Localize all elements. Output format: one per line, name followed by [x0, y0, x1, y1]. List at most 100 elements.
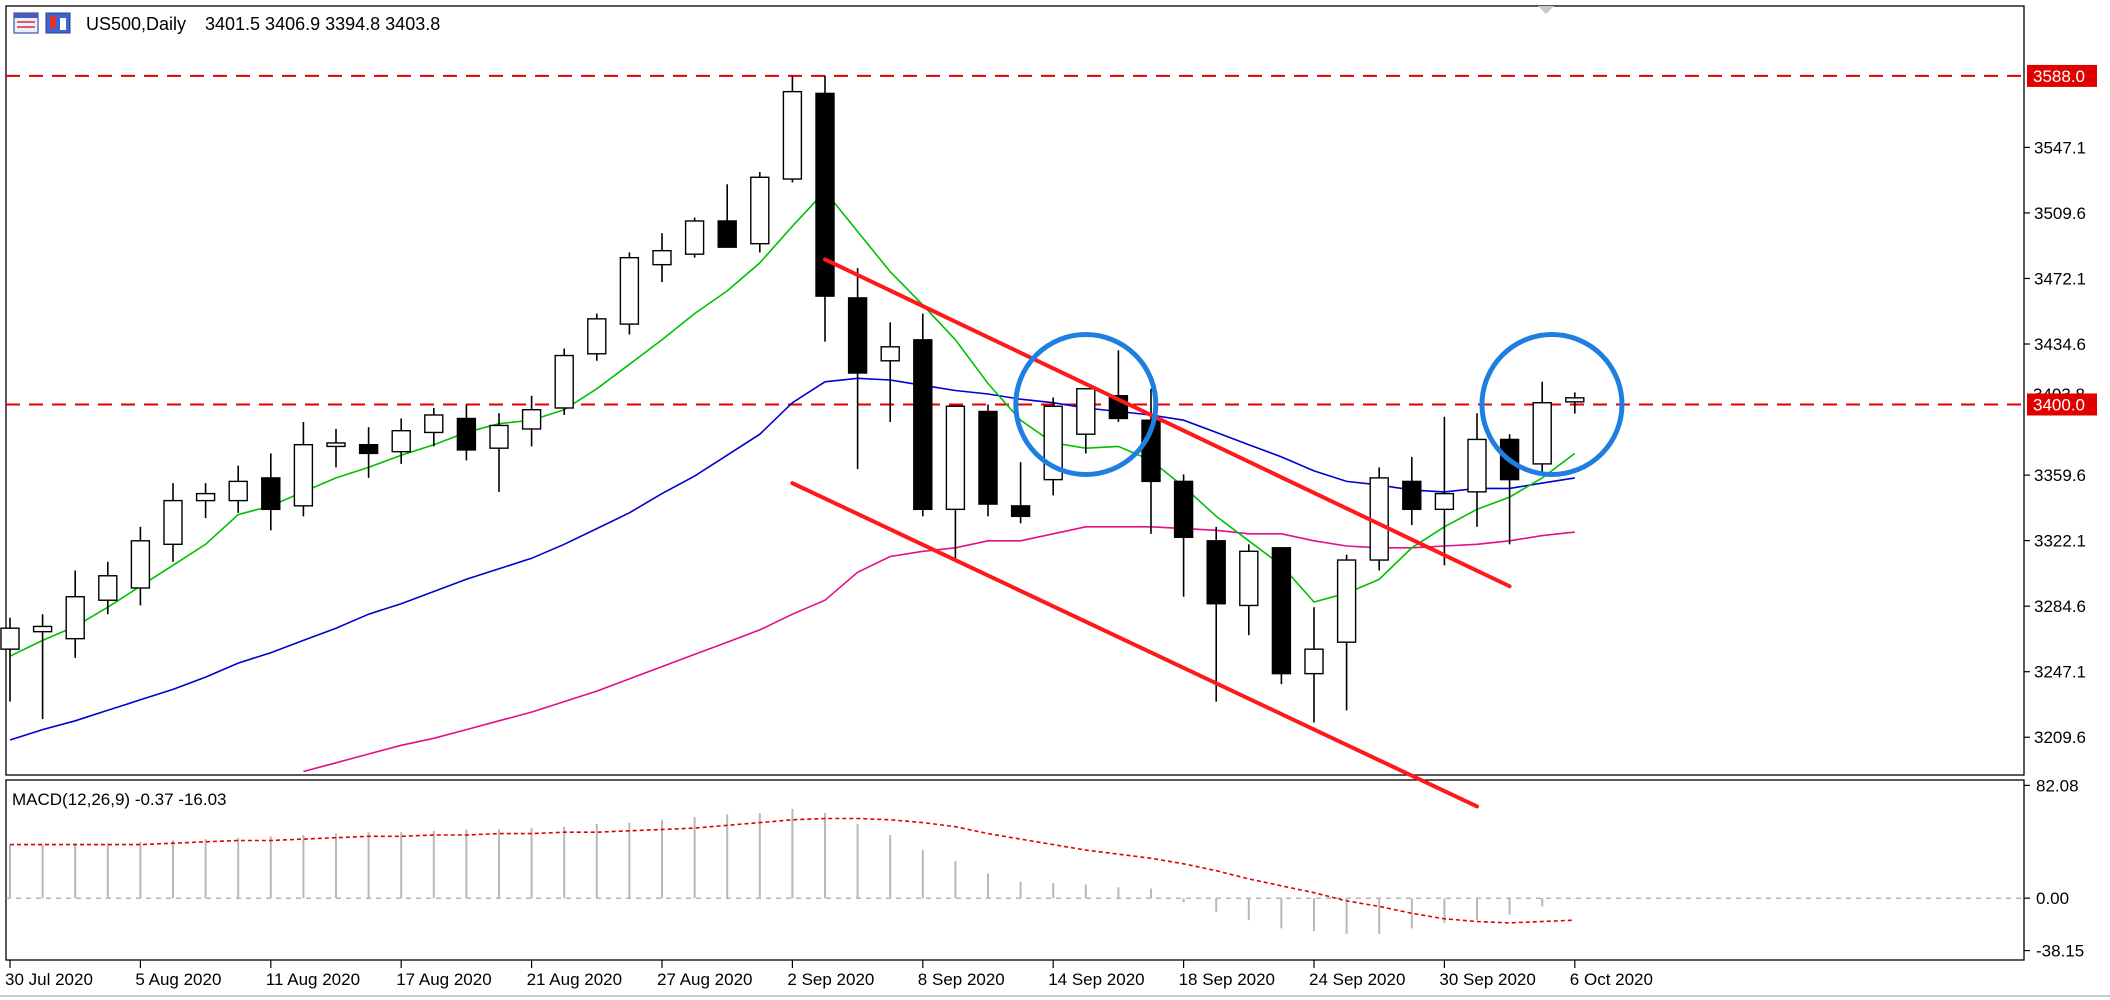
- candle-body: [1402, 480, 1422, 511]
- candle: [847, 268, 868, 470]
- macd-title: MACD(12,26,9) -0.37 -16.03: [12, 790, 227, 809]
- candle: [130, 526, 151, 606]
- candle-body: [1271, 547, 1292, 675]
- date-tick-label: 27 Aug 2020: [657, 970, 752, 989]
- candle-body: [456, 417, 477, 451]
- candle-body: [652, 249, 672, 266]
- macd-tick-label: 82.08: [2036, 776, 2079, 795]
- chart-window-icon[interactable]: [13, 12, 39, 34]
- macd-series: [6, 808, 2024, 934]
- date-tick-label: 6 Oct 2020: [1570, 970, 1653, 989]
- candle: [98, 561, 118, 615]
- candle: [228, 465, 248, 513]
- trading-icon[interactable]: [45, 12, 71, 34]
- macd-axis: 82.08 0.00 -38.15: [2024, 776, 2084, 961]
- candle-body: [782, 90, 803, 180]
- candle-body: [815, 92, 835, 297]
- candle-body: [1565, 397, 1585, 403]
- candle: [587, 313, 607, 361]
- date-tick-label: 17 Aug 2020: [396, 970, 491, 989]
- candle-body: [0, 627, 20, 650]
- scroll-marker-icon: [1538, 6, 1554, 14]
- candle: [652, 233, 672, 283]
- candle: [489, 413, 509, 492]
- candle-body: [130, 540, 151, 589]
- level-label: 3588.0: [2033, 67, 2085, 86]
- candle: [195, 483, 216, 519]
- price-tick-label: 3359.6: [2034, 466, 2086, 485]
- date-tick-label: 24 Sep 2020: [1309, 970, 1405, 989]
- channel-lines: [790, 257, 1512, 809]
- candle: [1304, 607, 1324, 723]
- macd-signal-line: [10, 817, 1575, 924]
- level-label-box: [2027, 393, 2097, 416]
- channel-line: [823, 257, 1512, 589]
- candle-body: [587, 318, 607, 355]
- highlight-circle: [1479, 331, 1625, 477]
- date-tick-label: 8 Sep 2020: [918, 970, 1005, 989]
- candle-body: [1532, 402, 1552, 465]
- candle-body: [913, 339, 933, 511]
- horizontal-levels: [6, 74, 2024, 406]
- candle: [1043, 397, 1063, 496]
- candle-body: [847, 297, 868, 374]
- candle-body: [1304, 648, 1324, 675]
- candle: [684, 217, 705, 258]
- date-tick-label: 18 Sep 2020: [1179, 970, 1275, 989]
- candle-body: [163, 499, 183, 545]
- candle: [521, 395, 542, 447]
- candle-body: [98, 575, 118, 601]
- candle-body: [619, 256, 640, 325]
- price-tick-label: 3547.1: [2034, 138, 2086, 157]
- candle-body: [228, 480, 248, 502]
- date-tick-label: 14 Sep 2020: [1048, 970, 1144, 989]
- candle: [326, 428, 346, 468]
- candle: [750, 172, 770, 253]
- candle: [1499, 434, 1520, 545]
- ma-mid-line: [9, 377, 1575, 741]
- ma-slow-line: [303, 526, 1575, 773]
- candle: [1173, 474, 1194, 597]
- candle-body: [261, 477, 281, 511]
- candle: [880, 322, 900, 422]
- ohlc-readout: 3401.5 3406.9 3394.8 3403.8: [205, 14, 440, 34]
- macd-tick-label: -38.15: [2036, 942, 2084, 961]
- candle: [1010, 462, 1031, 524]
- main-plot-frame: [5, 5, 2025, 776]
- candle-body: [326, 442, 346, 448]
- candle: [1565, 392, 1585, 414]
- candle: [456, 404, 477, 461]
- candle-body: [195, 492, 216, 502]
- candle: [32, 614, 53, 720]
- candle-body: [1206, 540, 1226, 605]
- price-tick-label: 3509.6: [2034, 204, 2086, 223]
- date-tick-label: 2 Sep 2020: [787, 970, 874, 989]
- level-label-box: [2027, 64, 2097, 87]
- candle-body: [1239, 550, 1259, 607]
- candle-body: [880, 346, 900, 362]
- candle: [65, 570, 85, 658]
- candle: [1467, 413, 1487, 527]
- date-tick-label: 30 Jul 2020: [5, 970, 93, 989]
- price-tick-label: 3434.6: [2034, 335, 2086, 354]
- candle-body: [1173, 480, 1194, 539]
- macd-tick-label: 0.00: [2036, 889, 2069, 908]
- channel-line: [790, 481, 1479, 809]
- candle-body: [554, 354, 574, 409]
- price-tick-label: 3209.6: [2034, 728, 2086, 747]
- candle-body: [1076, 388, 1096, 435]
- candle: [1369, 467, 1389, 571]
- candle-body: [32, 625, 53, 633]
- candle-body: [1434, 492, 1455, 511]
- candle-body: [1336, 559, 1357, 643]
- symbol-timeframe: US500,Daily: [86, 14, 186, 34]
- candle: [391, 418, 411, 464]
- date-axis: 30 Jul 2020 5 Aug 2020 11 Aug 2020 17 Aug 2…: [5, 960, 1653, 989]
- highlight-circle: [1013, 331, 1159, 477]
- candle-body: [424, 414, 444, 434]
- candle: [424, 407, 444, 447]
- candle-body: [717, 220, 737, 248]
- candle: [1108, 350, 1129, 422]
- candle: [717, 184, 737, 248]
- candle: [0, 617, 20, 702]
